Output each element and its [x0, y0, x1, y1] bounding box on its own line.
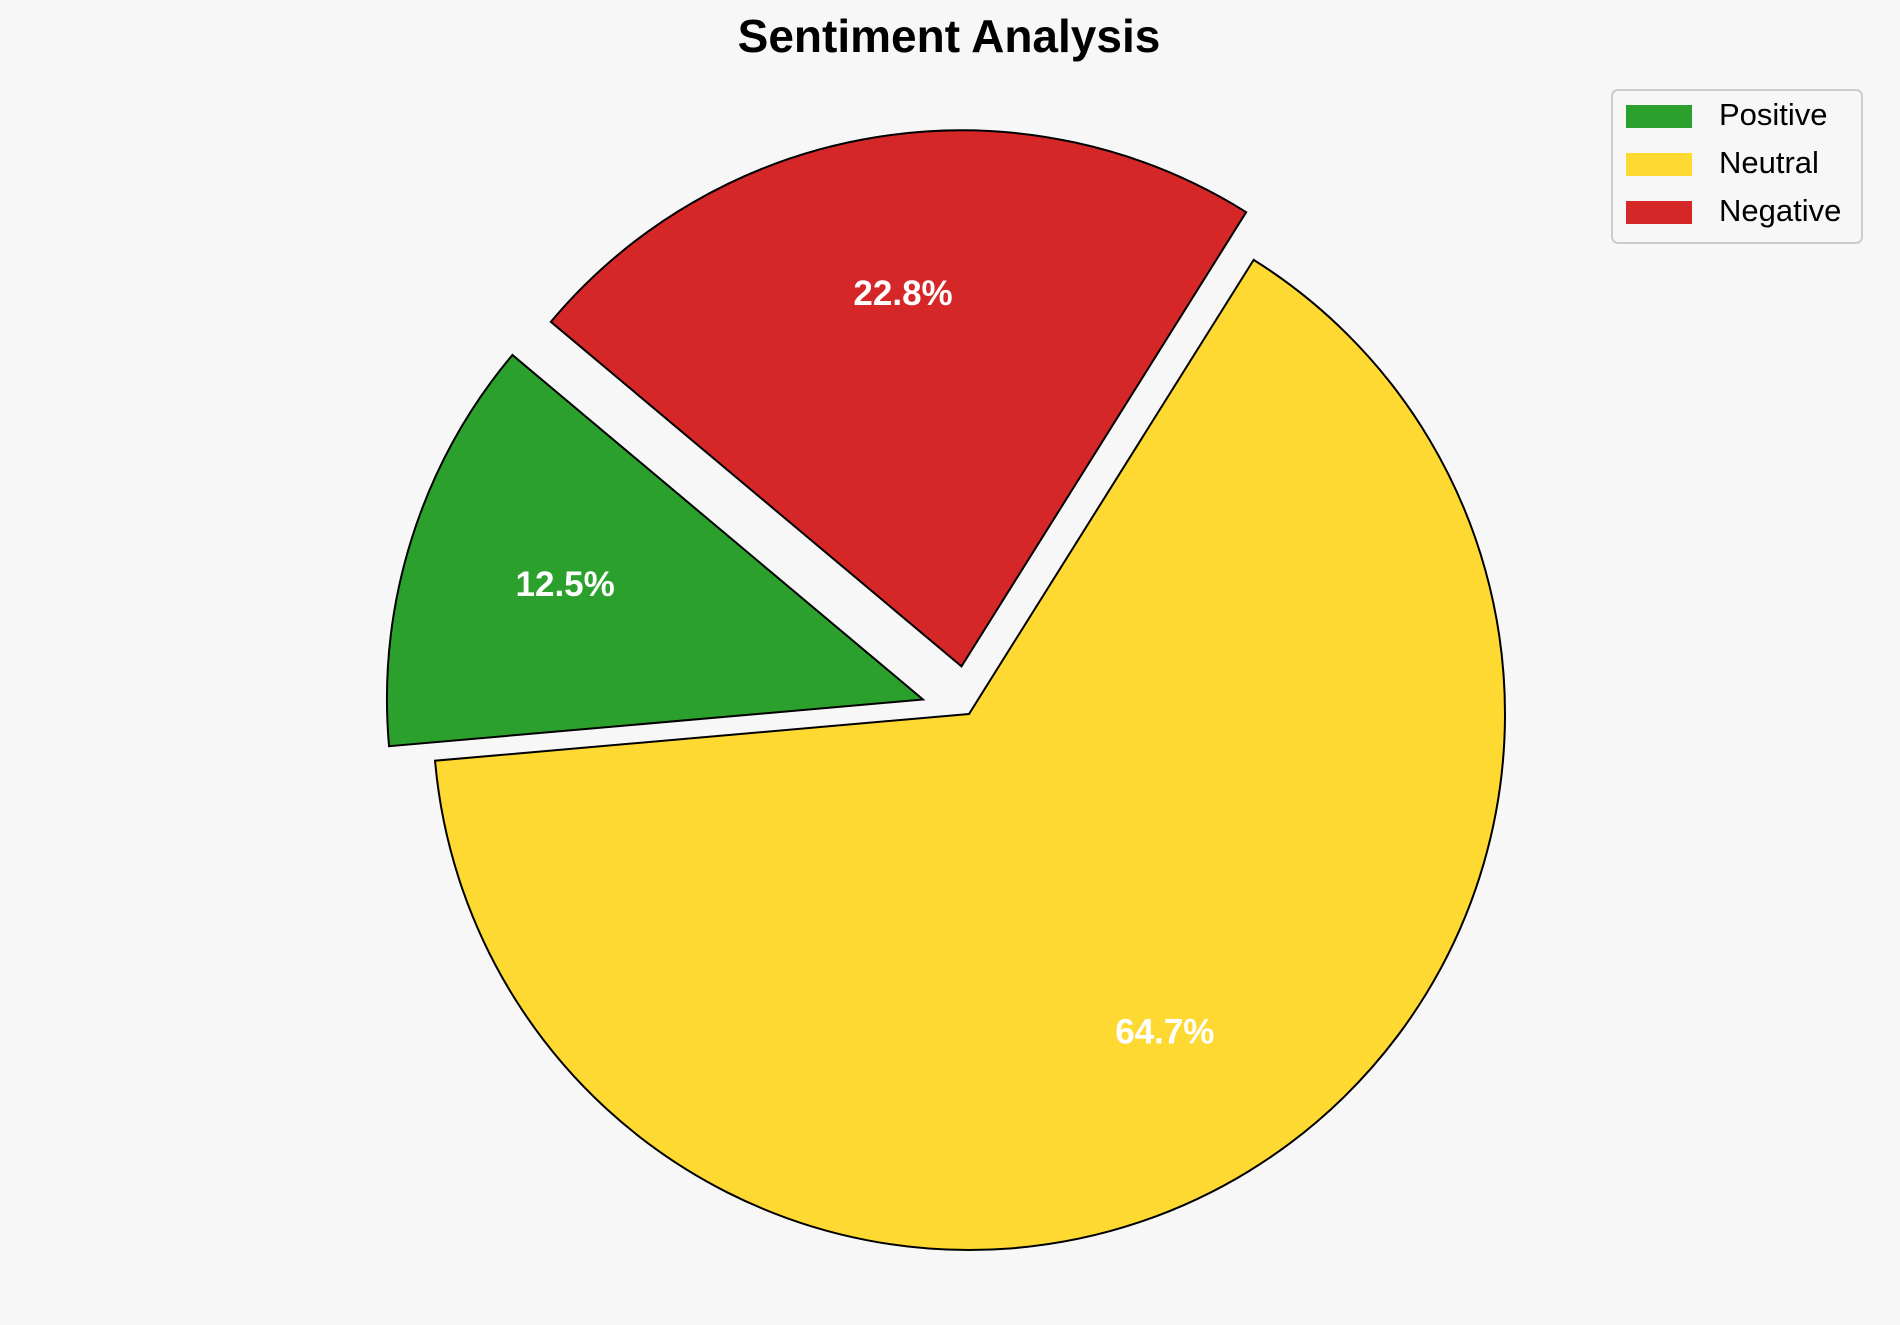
legend-label: Positive [1719, 97, 1828, 132]
legend-label: Neutral [1719, 145, 1819, 180]
pie-slice [433, 258, 1506, 1251]
legend-swatch [1626, 105, 1692, 128]
pie-slice [549, 129, 1248, 668]
legend-label: Negative [1719, 193, 1841, 228]
pie-slice [386, 353, 926, 748]
legend-swatch [1626, 201, 1692, 224]
slice-label: 64.7% [1115, 1012, 1214, 1051]
legend-swatch [1626, 153, 1692, 176]
slice-label: 12.5% [516, 565, 615, 604]
chart-title: Sentiment Analysis [738, 10, 1161, 62]
slice-label: 22.8% [853, 274, 952, 313]
